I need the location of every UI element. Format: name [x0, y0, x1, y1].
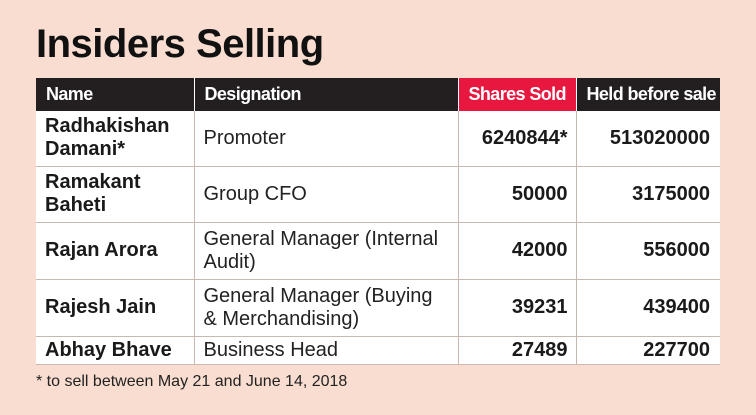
insiders-table: Name Designation Shares Sold Held before…: [36, 78, 720, 365]
column-header-shares-sold: Shares Sold: [458, 78, 577, 111]
cell-name: Rajesh Jain: [36, 279, 195, 337]
cell-held-before-sale: 227700: [576, 336, 720, 365]
cell-shares-sold: 39231: [458, 279, 577, 337]
column-header-name: Name: [36, 78, 195, 111]
table-row: Rajan Arora General Manager (Internal Au…: [36, 222, 720, 280]
column-header-held-before-sale: Held before sale: [576, 78, 720, 111]
cell-designation: Group CFO: [194, 166, 459, 223]
footnote: * to sell between May 21 and June 14, 20…: [36, 373, 348, 390]
table-header-row: Name Designation Shares Sold Held before…: [36, 78, 720, 111]
table-row: Radhakishan Damani* Promoter 6240844* 51…: [36, 111, 720, 167]
cell-shares-sold: 6240844*: [458, 111, 577, 167]
cell-shares-sold: 50000: [458, 166, 577, 223]
cell-name: Radhakishan Damani*: [36, 111, 195, 167]
table-row: Abhay Bhave Business Head 27489 227700: [36, 336, 720, 365]
cell-name: Abhay Bhave: [36, 336, 195, 365]
cell-designation: General Manager (Buying & Merchandising): [194, 279, 459, 337]
cell-name: Rajan Arora: [36, 222, 195, 280]
table-row: Rajesh Jain General Manager (Buying & Me…: [36, 279, 720, 337]
column-header-designation: Designation: [194, 78, 459, 111]
cell-held-before-sale: 3175000: [576, 166, 720, 223]
page-title: Insiders Selling: [36, 22, 324, 66]
cell-held-before-sale: 556000: [576, 222, 720, 280]
cell-shares-sold: 42000: [458, 222, 577, 280]
table-row: Ramakant Baheti Group CFO 50000 3175000: [36, 166, 720, 223]
cell-shares-sold: 27489: [458, 336, 577, 365]
cell-designation: Promoter: [194, 111, 459, 167]
cell-name: Ramakant Baheti: [36, 166, 195, 223]
cell-held-before-sale: 513020000: [576, 111, 720, 167]
cell-designation: Business Head: [194, 336, 459, 365]
cell-designation: General Manager (Internal Audit): [194, 222, 459, 280]
cell-held-before-sale: 439400: [576, 279, 720, 337]
